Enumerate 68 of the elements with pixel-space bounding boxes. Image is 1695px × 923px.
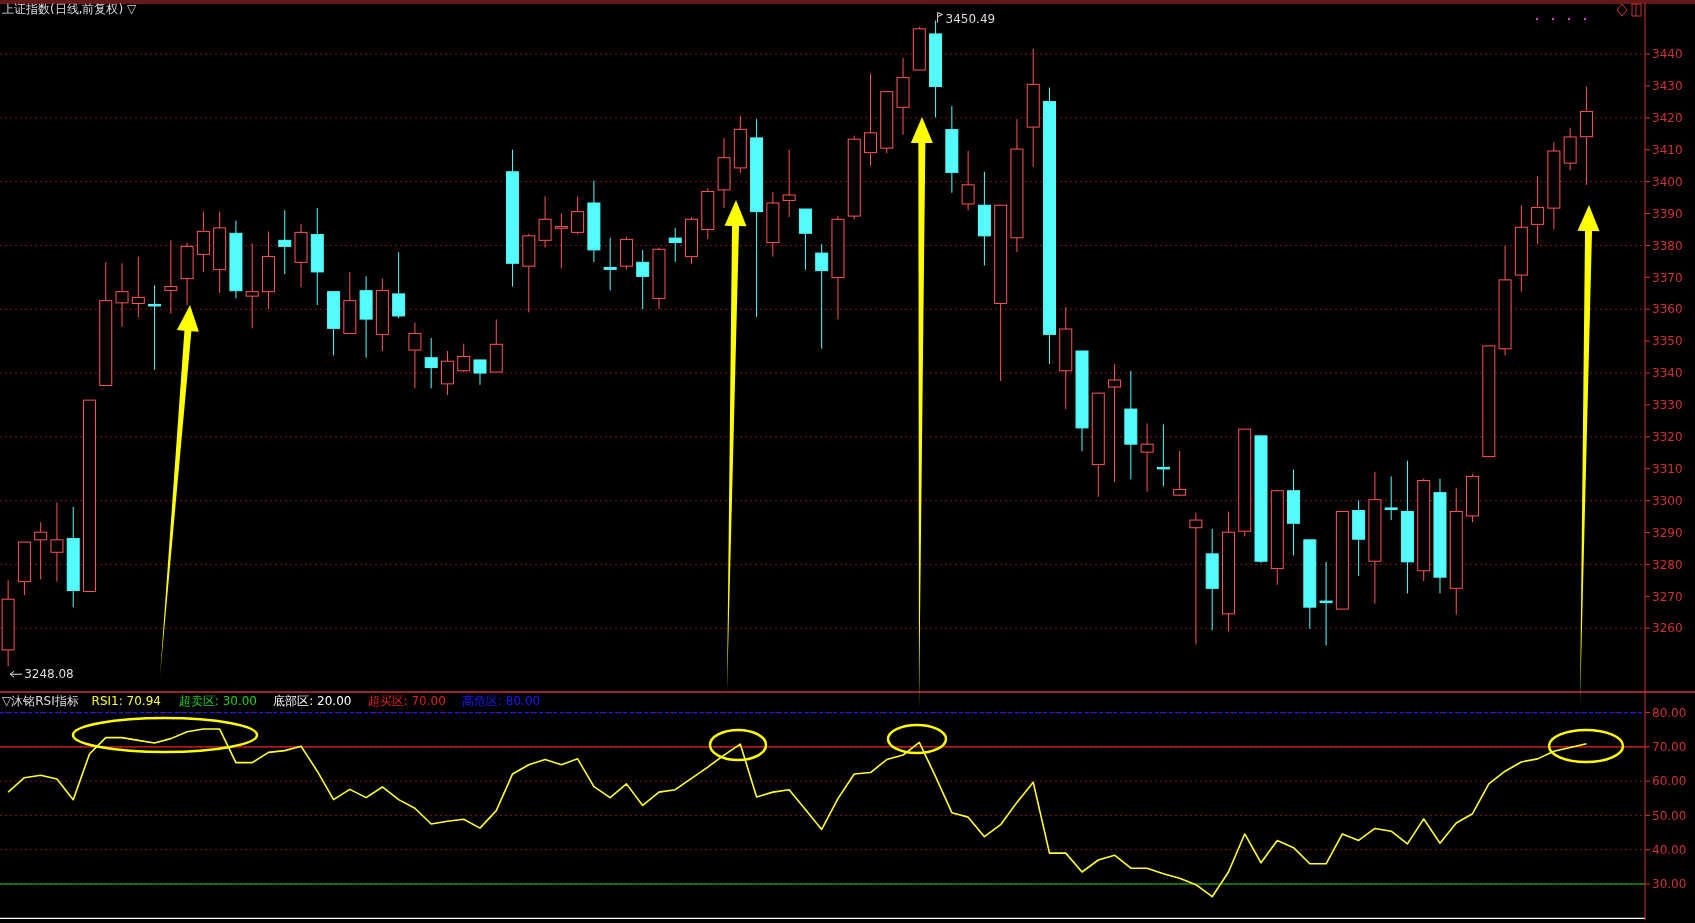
candlestick xyxy=(782,149,796,218)
chart-title: 上证指数(日线,前复权) ▽ xyxy=(2,2,137,16)
y-tick-label: 3410 xyxy=(1652,142,1683,157)
candlestick xyxy=(1384,475,1398,521)
ref-line-label: 超买区: 70.00 xyxy=(367,694,446,708)
candlestick xyxy=(538,195,552,249)
y-tick-label: 3400 xyxy=(1652,174,1683,189)
y-tick-label: 80.00 xyxy=(1652,705,1687,720)
y-tick-label: 3390 xyxy=(1652,206,1683,221)
candlestick xyxy=(554,213,568,269)
y-tick-label: 3270 xyxy=(1652,589,1683,604)
candlestick xyxy=(1531,175,1545,245)
candlestick xyxy=(408,322,422,389)
y-tick-label: 3420 xyxy=(1652,111,1683,126)
candlestick xyxy=(473,359,487,386)
candlestick xyxy=(50,502,64,583)
candlestick xyxy=(131,256,145,318)
candlestick xyxy=(457,343,471,373)
y-tick-label: 3430 xyxy=(1652,79,1683,94)
y-tick-label: 70.00 xyxy=(1652,740,1687,755)
y-tick-label: 3320 xyxy=(1652,430,1683,445)
y-tick-label: 3380 xyxy=(1652,238,1683,253)
y-tick-label: 3350 xyxy=(1652,334,1683,349)
candlestick xyxy=(196,211,210,273)
candlestick xyxy=(1173,450,1187,497)
ref-line-label: 高危区: 80.00 xyxy=(462,694,541,708)
candlestick xyxy=(392,251,406,319)
candlestick xyxy=(115,262,129,328)
text: RSI1: 70.94 xyxy=(91,694,161,708)
y-tick-label: 60.00 xyxy=(1652,774,1687,789)
candlestick xyxy=(34,521,48,580)
annotation: 3450.49 xyxy=(945,11,996,26)
candlestick xyxy=(668,227,682,263)
candlestick xyxy=(278,209,292,275)
candlestick xyxy=(1156,423,1170,487)
candlestick xyxy=(636,249,650,310)
candlestick xyxy=(245,243,259,329)
candlestick xyxy=(603,237,617,291)
candlestick xyxy=(864,72,877,167)
y-tick-label: 50.00 xyxy=(1652,808,1687,823)
candlestick xyxy=(815,243,829,350)
y-tick-label: 3310 xyxy=(1652,461,1683,476)
candlestick xyxy=(1108,363,1122,483)
candlestick xyxy=(1319,561,1333,646)
ref-line-label: 超卖区: 30.00 xyxy=(178,694,258,708)
y-tick-label: 3290 xyxy=(1652,525,1683,540)
y-tick-label: 3280 xyxy=(1652,557,1683,572)
candlestick xyxy=(571,195,585,236)
chart-title: ▽沐铭RSI指标 xyxy=(2,694,79,708)
y-tick-label: 3360 xyxy=(1652,302,1683,317)
candlestick xyxy=(164,239,178,315)
candlestick xyxy=(440,350,454,396)
annotation: 3248.08 xyxy=(24,667,74,682)
candlestick xyxy=(1189,512,1203,645)
ref-line-label: 底部区: 20.00 xyxy=(273,694,352,708)
y-tick-label: 3330 xyxy=(1652,398,1683,413)
y-tick-label: 3300 xyxy=(1652,493,1683,508)
candlestick xyxy=(424,337,438,389)
y-tick-label: 3370 xyxy=(1652,270,1683,285)
y-tick-label: 3440 xyxy=(1652,47,1683,62)
y-tick-label: 3340 xyxy=(1652,366,1683,381)
candlestick xyxy=(961,150,975,211)
line-series xyxy=(7,728,1588,898)
candlestick xyxy=(148,284,162,371)
y-tick-label: 3260 xyxy=(1652,621,1683,636)
y-tick-label: 40.00 xyxy=(1652,842,1687,857)
candlestick xyxy=(1140,422,1154,493)
y-tick-label: 30.00 xyxy=(1652,877,1687,892)
